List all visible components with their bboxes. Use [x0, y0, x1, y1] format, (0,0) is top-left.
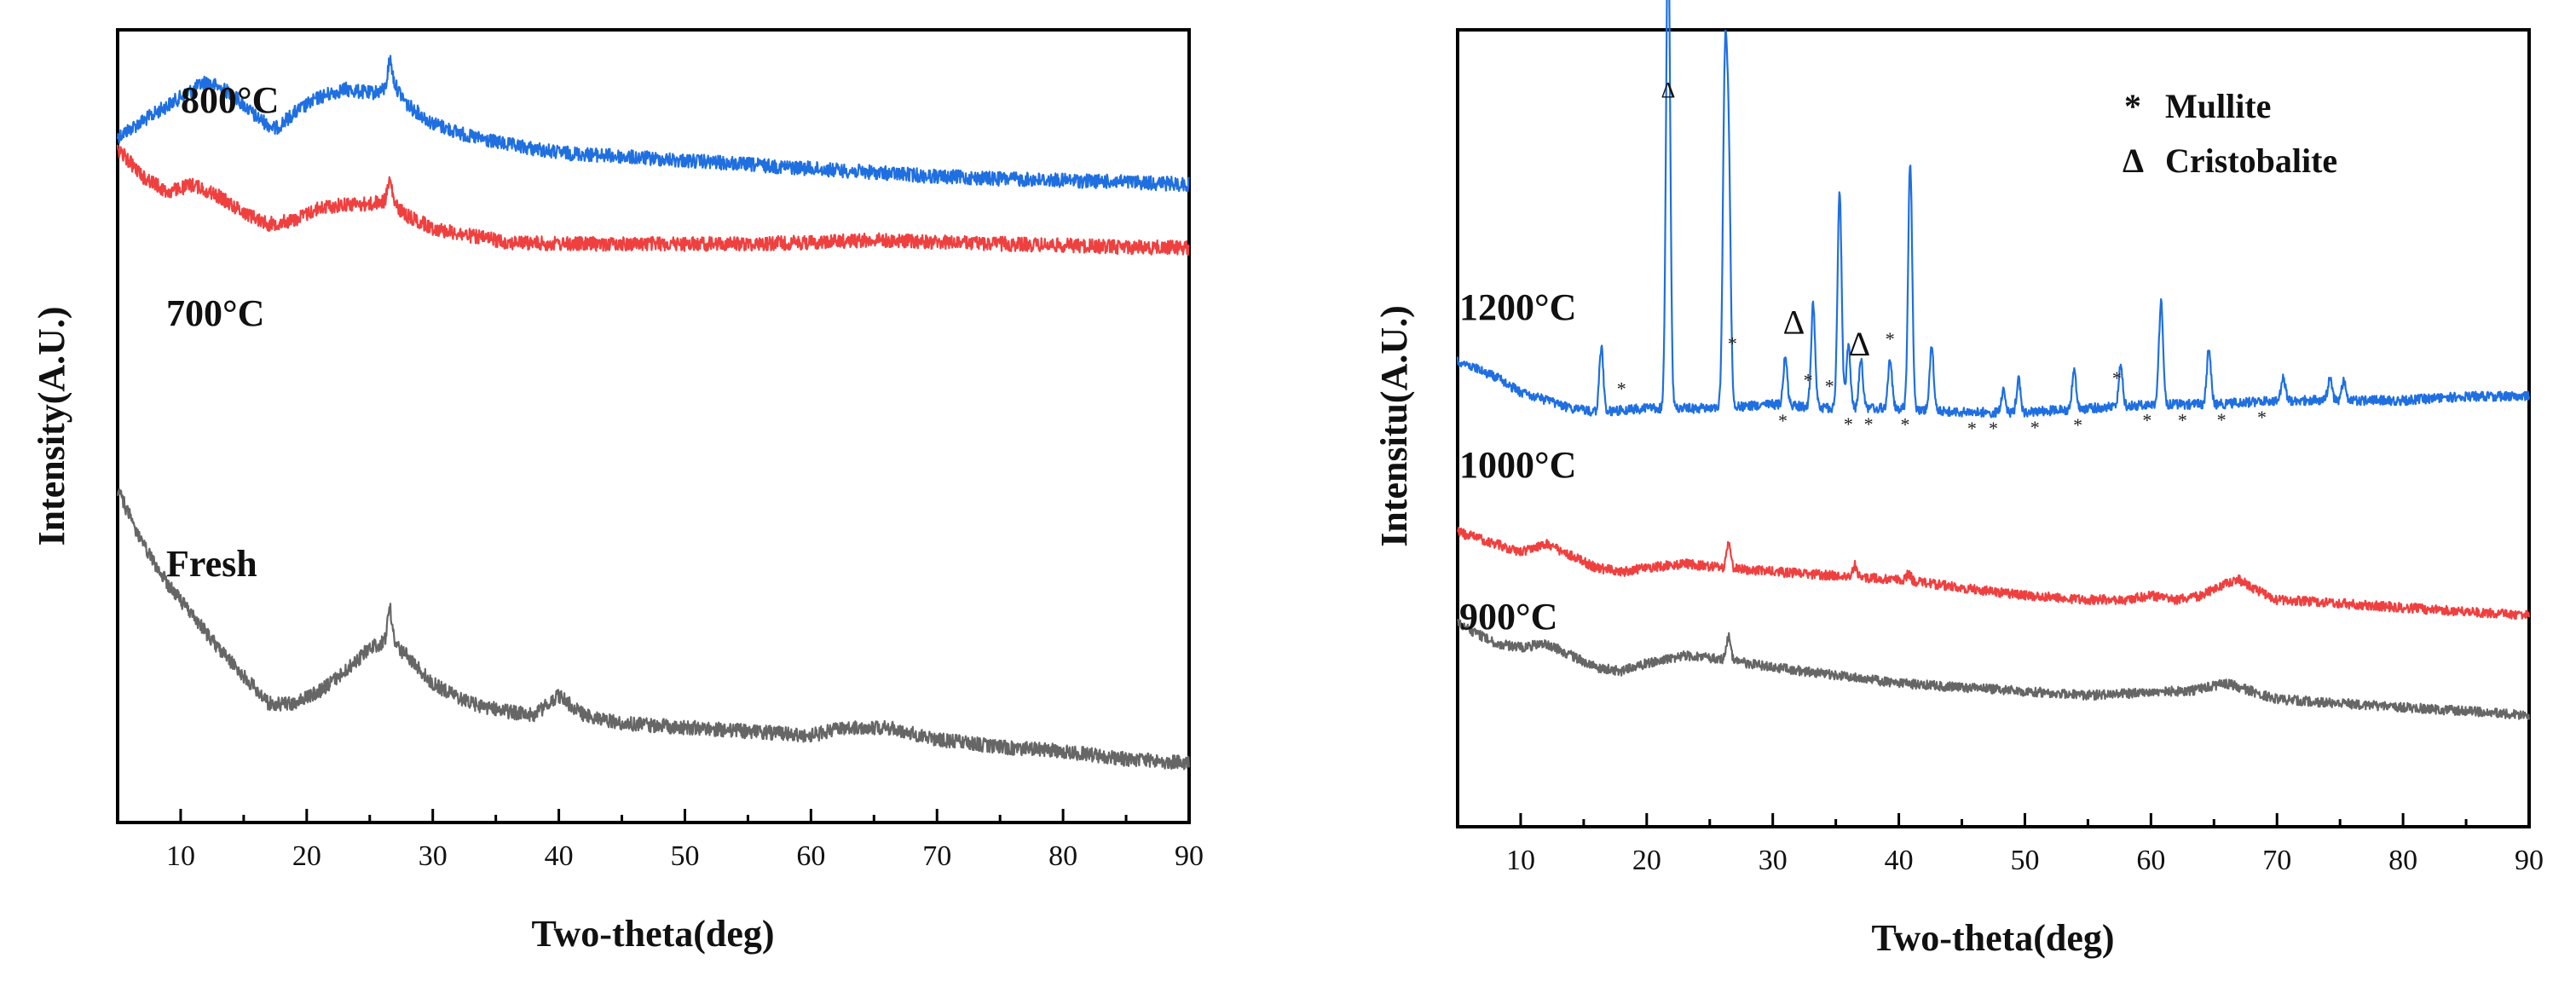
x-tick-label: 60 — [796, 840, 825, 872]
mullite-marker: * — [1864, 413, 1874, 435]
cristobalite-marker: Δ — [1783, 303, 1805, 341]
right-x-axis-title: Two-theta(deg) — [1871, 917, 2114, 959]
series-line-1000c — [1456, 527, 2531, 620]
mullite-marker: * — [2030, 417, 2040, 438]
legend-mullite-marker: * — [2124, 87, 2141, 125]
x-tick-label: 80 — [1048, 840, 1077, 872]
mullite-marker: * — [1900, 414, 1909, 436]
x-tick-label: 90 — [1175, 840, 1204, 872]
series-line-fresh — [116, 488, 1191, 771]
x-tick-label: 60 — [2136, 845, 2165, 876]
mullite-marker: * — [2142, 410, 2151, 431]
legend-mullite-label: Mullite — [2165, 87, 2271, 125]
series-line-700c — [116, 144, 1190, 256]
label-900C: 900°C — [1459, 596, 1557, 638]
legend-cristobalite-label: Cristobalite — [2165, 141, 2337, 180]
x-tick-label: 70 — [922, 840, 951, 872]
x-tick-label: 80 — [2388, 845, 2417, 876]
mullite-marker: * — [1967, 418, 1977, 439]
series-line-1200c — [1456, 0, 2531, 418]
mullite-marker: * — [1989, 418, 1998, 439]
mullite-marker: * — [2112, 367, 2122, 389]
x-tick-label: 10 — [166, 840, 195, 872]
mullite-marker: * — [1617, 378, 1626, 399]
mullite-marker: * — [1825, 376, 1834, 397]
label-700C: 700°C — [166, 292, 264, 334]
mullite-marker: * — [2217, 409, 2227, 430]
x-tick-label: 70 — [2262, 845, 2291, 876]
left-panel: 10 20 30 40 50 60 70 80 90 Two-theta(deg) Intens… — [31, 28, 1204, 955]
cristobalite-marker: Δ — [1849, 325, 1871, 363]
x-tick-label: 40 — [545, 840, 574, 872]
right-series-group — [1456, 0, 2531, 720]
left-x-axis-title: Two-theta(deg) — [531, 913, 774, 955]
label-1200C: 1200°C — [1459, 286, 1576, 328]
left-x-ticks: 10 20 30 40 50 60 70 80 90 — [116, 809, 1204, 872]
x-tick-label: 30 — [1759, 845, 1788, 876]
mullite-marker: * — [2073, 414, 2082, 436]
x-tick-label: 90 — [2515, 845, 2544, 876]
label-800C: 800°C — [181, 79, 279, 121]
x-tick-label: 50 — [670, 840, 699, 872]
left-series-group — [116, 55, 1191, 771]
mullite-marker: * — [1728, 333, 1737, 355]
right-x-ticks: 10 20 30 40 50 60 70 80 90 — [1456, 813, 2544, 876]
legend: * Mullite Δ Cristobalite — [2123, 87, 2337, 180]
label-1000C: 1000°C — [1459, 444, 1576, 486]
x-tick-label: 20 — [292, 840, 321, 872]
mullite-marker: * — [1778, 410, 1788, 431]
x-tick-label: 40 — [1885, 845, 1914, 876]
cristobalite-marker: Δ — [1661, 78, 1676, 102]
left-plot-frame — [116, 28, 1191, 824]
mullite-marker: * — [2257, 407, 2267, 428]
label-fresh: Fresh — [166, 543, 257, 585]
series-line-800c — [116, 55, 1190, 193]
right-y-axis-title: Intensitu(A.U.) — [1373, 305, 1415, 547]
mullite-marker: * — [1886, 328, 1895, 349]
x-tick-label: 30 — [419, 840, 448, 872]
right-plot-frame — [1456, 28, 2531, 828]
mullite-marker: * — [1804, 370, 1813, 391]
legend-cristobalite-marker: Δ — [2123, 141, 2144, 180]
right-panel: 10 20 30 40 50 60 70 80 90 ΔΔΔ*** **** * * * * * * * * * * *… — [1373, 0, 2544, 959]
mullite-marker: * — [2178, 409, 2187, 430]
mullite-marker: * — [1844, 413, 1853, 435]
left-y-axis-title: Intensity(A.U.) — [31, 306, 72, 545]
series-line-900c — [1456, 618, 2531, 720]
phase-annotations: Δ Δ Δ * * * * * * * * * * * * * * * * * * — [1617, 78, 2267, 438]
x-tick-label: 20 — [1632, 845, 1661, 876]
x-tick-label: 50 — [2010, 845, 2039, 876]
x-tick-label: 10 — [1506, 845, 1535, 876]
